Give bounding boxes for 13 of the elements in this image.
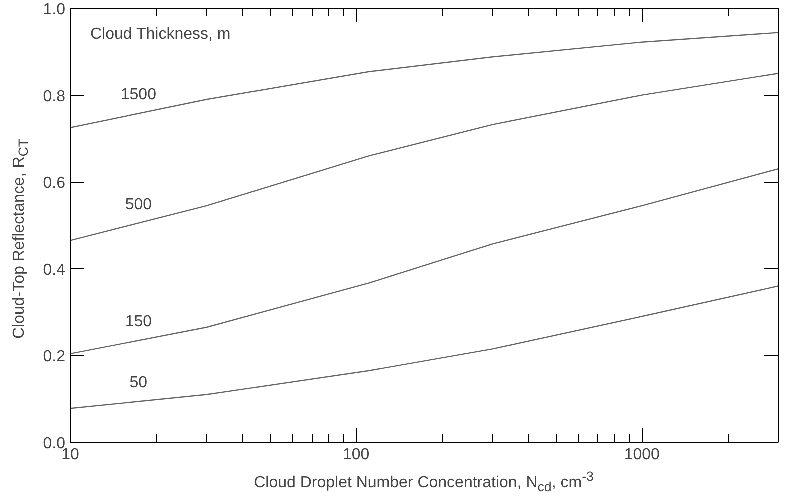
series-label: 150 <box>125 314 152 331</box>
series-label: 1500 <box>120 86 157 104</box>
y-tick-label: 1.0 <box>43 2 66 18</box>
series-label: 50 <box>130 374 148 392</box>
x-axis-title: Cloud Droplet Number Concentration, N$_{cd}$, cm$^{-3}$ <box>253 468 595 497</box>
y-tick-label: 0.8 <box>43 88 66 106</box>
y-tick-label: 0.2 <box>43 348 66 366</box>
series-label: 500 <box>125 196 152 214</box>
y-tick-label: 0.4 <box>43 262 66 279</box>
x-tick-label: 100 <box>342 446 370 464</box>
legend-title: Cloud Thickness, m <box>90 26 231 43</box>
x-tick-label: 1000 <box>624 446 660 464</box>
y-tick-label: 0.6 <box>43 175 66 192</box>
